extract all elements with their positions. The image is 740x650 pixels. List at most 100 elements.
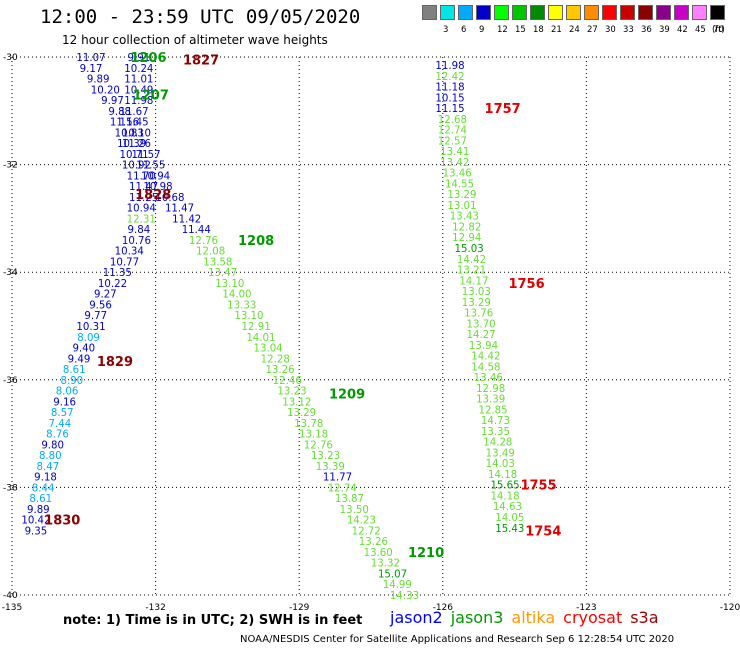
legend-item-jason2: jason2: [390, 608, 443, 627]
scale-label: 39: [659, 25, 670, 35]
wave-height-point: 11.70: [127, 171, 156, 182]
wave-height-point: 12.76: [189, 236, 218, 247]
wave-height-point: 13.23: [311, 451, 340, 462]
wave-height-point: 13.32: [371, 559, 400, 570]
scale-swatch: [674, 5, 689, 20]
x-tick-label: -126: [433, 603, 454, 613]
wave-height-point: 12.28: [261, 354, 290, 365]
wave-height-point: 13.12: [282, 397, 311, 408]
scale-label: 36: [641, 25, 652, 35]
scale-label: 15: [515, 25, 526, 35]
wave-height-point: 9.89: [27, 505, 50, 516]
wave-height-point: 11.77: [323, 473, 352, 484]
wave-height-point: 11.56: [110, 118, 139, 129]
scale-label: 42: [677, 25, 688, 35]
wave-height-point: 8.57: [51, 408, 74, 419]
wave-height-point: 13.87: [335, 494, 364, 505]
wave-height-point: 8.09: [77, 333, 100, 344]
scale-swatch: [602, 5, 617, 20]
pass-time-label: 1210: [408, 546, 444, 561]
legend-item-s3a: s3a: [630, 608, 659, 627]
scale-swatch: [584, 5, 599, 20]
wave-height-point: 10.20: [91, 85, 120, 96]
wave-height-point: 13.39: [316, 462, 345, 473]
wave-height-point: 10.39: [117, 139, 146, 150]
scale-label: 18: [533, 25, 544, 35]
wave-height-point: 10.94: [141, 171, 170, 182]
wave-height-point: 10.22: [98, 279, 127, 290]
wave-height-point: 10.92: [122, 161, 151, 172]
wave-height-point: 9.18: [34, 473, 57, 484]
wave-height-point: 11.44: [182, 225, 211, 236]
wave-height-point: 11.42: [172, 214, 201, 225]
wave-height-point: 12.85: [478, 405, 507, 416]
scale-swatch: [440, 5, 455, 20]
scale-label: 12: [497, 25, 508, 35]
scale-swatch: [710, 5, 725, 20]
x-tick-label: -135: [2, 603, 22, 613]
wave-height-point: 13.39: [476, 395, 505, 406]
wave-height-point: 8.61: [29, 494, 52, 505]
scale-swatch: [422, 5, 437, 20]
wave-height-point: 14.99: [383, 580, 412, 591]
wave-height-point: 13.41: [440, 147, 469, 158]
wave-height-point: 13.46: [443, 169, 472, 180]
x-tick-label: -132: [145, 603, 165, 613]
wave-height-point: 13.94: [469, 341, 498, 352]
wave-height-point: 14.00: [222, 290, 251, 301]
wave-height-point: 10.68: [155, 193, 184, 204]
pass-time-label: 1208: [238, 234, 274, 249]
wave-height-point: 15.07: [378, 569, 407, 580]
wave-height-point: 7.44: [49, 419, 72, 430]
wave-height-point: 14.42: [457, 255, 486, 266]
wave-height-point: 13.26: [359, 537, 388, 548]
wave-height-point: 14.58: [471, 362, 500, 373]
wave-height-point: 13.10: [234, 311, 263, 322]
wave-height-point: 13.47: [208, 268, 237, 279]
scale-swatch: [566, 5, 581, 20]
wave-height-point: 8.44: [32, 483, 55, 494]
scale-label: 70: [713, 25, 724, 35]
wave-height-point: 11.45: [119, 118, 148, 129]
wave-height-point: 12.74: [328, 483, 357, 494]
scale-swatch: [530, 5, 545, 20]
pass-time-label: 1828: [135, 188, 171, 203]
wave-height-point: 10.42: [21, 516, 50, 527]
wave-height-point: 9.77: [84, 311, 107, 322]
wave-height-point: 12.08: [196, 247, 225, 258]
wave-height-point: 11.15: [435, 104, 464, 115]
wave-height-point: 13.49: [486, 448, 515, 459]
wave-height-point: 13.23: [277, 387, 306, 398]
y-tick-label: -32: [3, 161, 18, 171]
wave-height-point: 13.43: [450, 212, 479, 223]
wave-height-point: 12.42: [435, 72, 464, 83]
wave-height-point: 8.90: [60, 376, 83, 387]
pass-time-label: 1829: [97, 355, 133, 370]
wave-height-point: 8.47: [37, 462, 60, 473]
pass-time-label: 1757: [485, 102, 521, 117]
pass-time-label: 1755: [520, 479, 556, 494]
wave-height-point: 9.27: [94, 290, 117, 301]
wave-height-point: 10.98: [143, 182, 172, 193]
wave-height-point: 9.88: [108, 107, 131, 118]
scale-label: 33: [623, 25, 634, 35]
wave-height-point: 14.01: [246, 333, 275, 344]
x-tick-label: -129: [289, 603, 310, 613]
pass-time-label: 1206: [130, 51, 166, 66]
wave-height-point: 14.63: [493, 502, 522, 513]
y-tick-label: -38: [3, 483, 18, 493]
wave-height-point: 10.94: [127, 204, 156, 215]
x-tick-label: -123: [576, 603, 596, 613]
wave-height-point: 13.60: [364, 548, 393, 559]
wave-height-point: 11.55: [136, 161, 165, 172]
scale-swatch: [638, 5, 653, 20]
wave-height-point: 12.57: [438, 136, 467, 147]
scale-label: 27: [587, 25, 598, 35]
wave-height-point: 14.27: [467, 330, 496, 341]
wave-height-point: 10.10: [122, 128, 151, 139]
wave-height-point: 10.77: [110, 257, 139, 268]
wave-height-point: 14.55: [445, 179, 474, 190]
wave-height-point: 10.15: [435, 93, 464, 104]
wave-height-point: 13.35: [481, 427, 510, 438]
wave-height-point: 13.18: [299, 430, 328, 441]
